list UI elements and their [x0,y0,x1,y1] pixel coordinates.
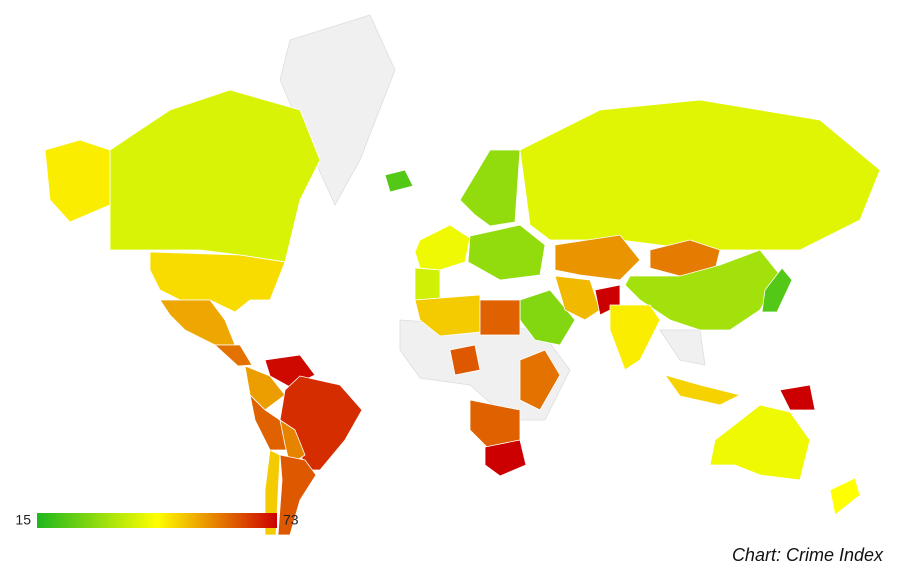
no-data-region [279,14,396,206]
regions [44,89,881,536]
color-scale [37,513,277,528]
region [44,139,111,223]
region [554,275,601,321]
region [554,234,641,281]
no-data-region [659,329,706,366]
legend: 15 73 [15,512,299,528]
region [829,477,861,516]
region [624,249,781,331]
scale-max-label: 73 [283,512,299,528]
region [414,224,471,271]
region [479,299,521,336]
region [519,99,881,251]
region [449,344,481,376]
scale-min-label: 15 [15,512,31,528]
region [459,149,521,227]
region [384,169,414,193]
region [277,454,317,536]
region [149,251,286,313]
region [467,224,546,281]
region [109,89,321,263]
region [664,374,742,406]
region [244,365,286,411]
region [779,384,816,411]
region [414,267,441,301]
region [519,349,561,411]
region [484,439,527,477]
chart-title: Chart: Crime Index [732,545,884,565]
region [213,344,253,367]
region [709,404,811,481]
region [609,304,661,371]
region [761,267,793,313]
region [414,294,481,337]
